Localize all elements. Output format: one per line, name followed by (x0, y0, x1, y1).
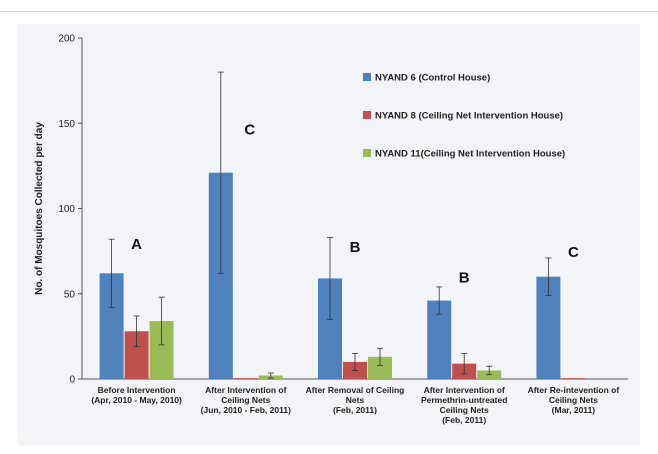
y-tick-label: 0 (69, 375, 75, 386)
legend-swatch (363, 111, 371, 119)
bar (368, 356, 392, 379)
y-axis-label: No. of Mosquitoes Collected per day (34, 122, 45, 295)
x-tick-label: Ceiling Nets (440, 405, 489, 415)
y-tick-label: 50 (64, 289, 76, 300)
labels: Before Intervention(Apr, 2010 - May, 201… (91, 122, 619, 425)
x-tick-label: Ceiling Nets (549, 395, 598, 405)
group-label: B (459, 269, 470, 286)
x-tick-label: (Jun, 2010 - Feb, 2011) (201, 405, 291, 415)
x-tick-label: After Re-intevention of (528, 385, 620, 395)
x-tick-label: Before Intervention (98, 385, 176, 395)
legend-swatch (363, 73, 371, 81)
legend-label: NYAND 8 (Ceiling Net Intervention House) (375, 111, 563, 122)
y-tick-label: 200 (58, 34, 75, 45)
x-tick-label: (Feb, 2011) (442, 415, 486, 425)
legend-label: NYAND 6 (Control House) (375, 73, 490, 84)
x-tick-label: Ceiling Nets (221, 395, 270, 405)
x-tick-label: Permethrin-untreated (421, 395, 507, 405)
x-tick-label: (Mar, 2011) (552, 405, 596, 415)
bar-chart: 0 50 100 150 200 No. of Mosquitoes Collected … (34, 34, 628, 425)
chart-panel: 0 50 100 150 200 No. of Mosquitoes Collected … (18, 24, 640, 446)
x-tick-label: Nets (346, 395, 365, 405)
x-tick-label: After Intervention of (424, 385, 505, 395)
legend-label: NYAND 11(Ceiling Net Intervention House) (375, 149, 565, 160)
legend-swatch (363, 149, 371, 157)
group-label: C (244, 122, 255, 139)
bars (99, 71, 586, 379)
group-label: A (131, 236, 142, 253)
y-tick-label: 100 (58, 204, 75, 215)
bar (561, 378, 586, 379)
legend: NYAND 6 (Control House) NYAND 8 (Ceiling … (363, 73, 565, 160)
x-tick-label: (Feb, 2011) (333, 405, 377, 415)
group-label: B (350, 239, 361, 256)
group-label: C (568, 244, 579, 261)
bar (233, 378, 258, 379)
x-tick-label: (Apr, 2010 - May, 2010) (91, 395, 182, 405)
x-tick-label: After Removal of Ceiling (306, 385, 405, 395)
top-divider (0, 11, 658, 12)
x-tick-label: After Intervention of (205, 385, 286, 395)
y-tick-label: 150 (58, 119, 75, 130)
